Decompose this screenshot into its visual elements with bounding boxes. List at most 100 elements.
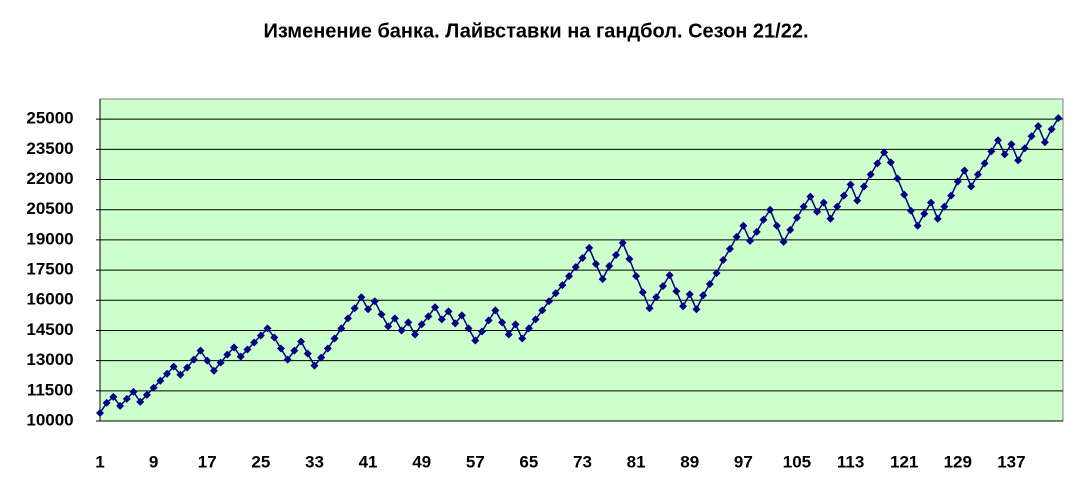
data-point bbox=[464, 324, 473, 333]
data-point bbox=[605, 262, 614, 271]
data-point bbox=[1014, 156, 1023, 165]
data-point bbox=[317, 353, 326, 362]
data-point bbox=[122, 394, 131, 403]
x-tick-label: 129 bbox=[944, 452, 972, 471]
data-point bbox=[310, 361, 319, 370]
x-tick-label: 57 bbox=[466, 452, 485, 471]
data-point bbox=[1040, 138, 1049, 147]
data-point bbox=[632, 272, 641, 281]
data-point bbox=[886, 158, 895, 167]
data-point bbox=[236, 352, 245, 361]
data-point bbox=[250, 338, 259, 347]
data-point bbox=[256, 331, 265, 340]
data-point bbox=[96, 408, 104, 417]
data-point bbox=[833, 202, 842, 211]
data-point bbox=[705, 280, 714, 289]
data-point bbox=[652, 293, 661, 302]
y-tick-label: 20500 bbox=[26, 199, 73, 218]
data-point bbox=[484, 316, 493, 325]
x-tick-label: 81 bbox=[627, 452, 646, 471]
data-point bbox=[766, 205, 775, 214]
data-point bbox=[779, 237, 788, 246]
data-point bbox=[839, 191, 848, 200]
data-point bbox=[980, 159, 989, 168]
data-point bbox=[1034, 122, 1043, 131]
data-point bbox=[169, 362, 178, 371]
data-point bbox=[263, 324, 272, 333]
data-point bbox=[343, 314, 352, 323]
data-point bbox=[457, 311, 466, 320]
data-point bbox=[297, 337, 306, 346]
data-point bbox=[571, 263, 580, 272]
data-point bbox=[1027, 132, 1036, 141]
x-tick-label: 137 bbox=[997, 452, 1025, 471]
data-point bbox=[1047, 125, 1056, 134]
data-point bbox=[913, 221, 922, 230]
y-tick-label: 10000 bbox=[26, 410, 73, 429]
y-tick-label: 13000 bbox=[26, 350, 73, 369]
data-point bbox=[303, 349, 312, 358]
data-point bbox=[953, 177, 962, 186]
x-tick-label: 65 bbox=[519, 452, 538, 471]
data-point bbox=[410, 330, 419, 339]
data-point bbox=[806, 192, 815, 201]
y-tick-label: 11500 bbox=[27, 380, 73, 399]
data-point bbox=[283, 355, 292, 364]
data-point bbox=[1000, 150, 1009, 159]
y-tick-label: 17500 bbox=[26, 260, 73, 279]
x-tick-label: 1 bbox=[95, 452, 104, 471]
data-point bbox=[759, 215, 768, 224]
x-tick-label: 105 bbox=[783, 452, 811, 471]
data-point bbox=[1007, 140, 1016, 149]
data-point bbox=[444, 307, 453, 316]
data-point bbox=[638, 288, 647, 297]
data-point bbox=[893, 174, 902, 183]
data-point bbox=[477, 327, 486, 336]
data-point bbox=[511, 320, 520, 329]
data-point bbox=[692, 305, 701, 314]
data-point bbox=[223, 350, 232, 359]
data-point bbox=[685, 290, 694, 299]
data-point bbox=[337, 324, 346, 333]
data-point bbox=[209, 366, 218, 375]
data-point bbox=[591, 260, 600, 269]
data-point bbox=[1020, 144, 1029, 153]
y-tick-label: 25000 bbox=[26, 109, 73, 128]
data-point bbox=[142, 390, 151, 399]
data-point bbox=[196, 346, 205, 355]
data-point bbox=[276, 344, 285, 353]
data-point bbox=[183, 363, 192, 372]
x-tick-label: 89 bbox=[680, 452, 699, 471]
data-point bbox=[739, 221, 748, 230]
data-point bbox=[926, 198, 935, 207]
data-point bbox=[350, 304, 359, 313]
data-point bbox=[156, 376, 165, 385]
data-point bbox=[746, 236, 755, 245]
data-point bbox=[906, 206, 915, 215]
data-point bbox=[1054, 114, 1063, 123]
data-point bbox=[404, 318, 413, 327]
data-point bbox=[699, 291, 708, 300]
data-point bbox=[752, 227, 761, 236]
data-point bbox=[799, 202, 808, 211]
data-point bbox=[987, 147, 996, 156]
x-tick-label: 17 bbox=[198, 452, 217, 471]
data-point bbox=[544, 297, 553, 306]
y-tick-label: 19000 bbox=[26, 229, 73, 248]
y-tick-label: 23500 bbox=[26, 139, 73, 158]
data-point bbox=[933, 214, 942, 223]
chart-title: Изменение банка. Лайвставки на гандбол. … bbox=[263, 20, 808, 42]
data-point bbox=[719, 256, 728, 264]
data-point bbox=[176, 370, 185, 379]
data-point bbox=[518, 334, 527, 343]
data-point bbox=[920, 209, 929, 218]
data-point bbox=[102, 398, 111, 407]
data-point bbox=[960, 166, 969, 175]
data-point bbox=[424, 312, 433, 321]
data-point bbox=[725, 244, 734, 253]
data-point bbox=[826, 214, 835, 223]
x-tick-label: 33 bbox=[305, 452, 324, 471]
data-point bbox=[940, 202, 949, 211]
data-point bbox=[189, 355, 198, 364]
data-point bbox=[665, 271, 674, 280]
